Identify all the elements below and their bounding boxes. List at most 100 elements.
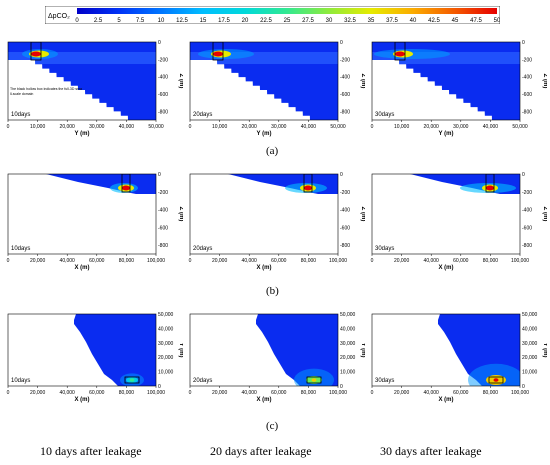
y-tick-label: -200 bbox=[522, 190, 532, 196]
y-tick-label: -600 bbox=[522, 225, 532, 231]
panel-svg: The black hollow box indicates the full-… bbox=[7, 40, 184, 137]
plot-frame bbox=[371, 173, 521, 255]
panel-svg: 0 20,000 40,000 60,000 80,000 100,000 X (m) 0 -2… bbox=[189, 172, 366, 271]
plot-area bbox=[190, 42, 338, 120]
x-tick-label: 20,000 bbox=[30, 258, 46, 264]
x-tick-label: 0 bbox=[189, 258, 192, 264]
x-tick-label: 40,000 bbox=[424, 390, 440, 396]
x-tick-label: 60,000 bbox=[453, 258, 469, 264]
x-tick-label: 40,000 bbox=[242, 258, 258, 264]
x-tick-label: 20,000 bbox=[242, 124, 258, 130]
y-tick-label: 50,000 bbox=[158, 312, 174, 318]
y-tick-label: -600 bbox=[158, 92, 168, 98]
colorbar-tick: 12.5 bbox=[176, 18, 188, 24]
y-tick-label: 50,000 bbox=[522, 312, 538, 318]
plume-core bbox=[129, 378, 135, 382]
y-tick-label: 40,000 bbox=[158, 326, 174, 332]
y-tick-label: -800 bbox=[158, 109, 168, 115]
plot-frame bbox=[189, 41, 339, 121]
plume-outer bbox=[468, 363, 520, 386]
y-tick-label: -600 bbox=[158, 225, 168, 231]
y-tick-label: -200 bbox=[158, 57, 168, 63]
day-annotation: 20days bbox=[193, 378, 212, 384]
x-tick-label: 60,000 bbox=[271, 390, 287, 396]
day-annotation: 30days bbox=[375, 112, 394, 118]
x-tick-label: 0 bbox=[189, 390, 192, 396]
x-tick-label: 20,000 bbox=[424, 124, 440, 130]
y-tick-label: 0 bbox=[340, 40, 343, 46]
x-tick-label: 0 bbox=[371, 390, 374, 396]
plot-frame bbox=[189, 173, 339, 255]
x-tick-label: 10,000 bbox=[394, 124, 410, 130]
plume-core bbox=[493, 378, 499, 382]
y-axis-label: Z (m) bbox=[360, 74, 365, 89]
y-axis-label: Y (m) bbox=[178, 343, 183, 358]
panel-b-30days: 0 20,000 40,000 60,000 80,000 100,000 X (m) 0 -2… bbox=[364, 170, 548, 275]
caption-20-days: 20 days after leakage bbox=[210, 444, 312, 458]
x-tick-label: 80,000 bbox=[119, 258, 135, 264]
panel-c-20days: 0 20,000 40,000 60,000 80,000 100,000 X (m) 50,… bbox=[182, 310, 366, 413]
y-tick-label: -600 bbox=[340, 225, 350, 231]
x-tick-label: 50,000 bbox=[512, 124, 528, 130]
y-tick-label: 0 bbox=[340, 172, 343, 178]
x-tick-label: 30,000 bbox=[271, 124, 287, 130]
colorbar-tick: 50 bbox=[494, 18, 500, 24]
x-tick-label: 20,000 bbox=[30, 390, 46, 396]
y-tick-label: -400 bbox=[340, 208, 350, 214]
y-tick-label: 0 bbox=[522, 40, 525, 46]
domain-box bbox=[303, 174, 313, 193]
x-tick-label: 0 bbox=[371, 124, 374, 130]
colorbar-tick: 7.5 bbox=[136, 18, 145, 24]
domain-box bbox=[394, 42, 406, 61]
x-tick-label: 0 bbox=[7, 258, 10, 264]
x-tick-label: 0 bbox=[371, 258, 374, 264]
x-tick-label: 100,000 bbox=[511, 258, 529, 264]
y-axis-label: Z (m) bbox=[360, 207, 365, 222]
x-axis-label: X (m) bbox=[439, 397, 454, 403]
x-axis-label: Y (m) bbox=[75, 131, 90, 137]
colorbar-gradient bbox=[77, 8, 497, 14]
x-tick-label: 50,000 bbox=[330, 124, 346, 130]
panel-a-30days: 0 10,000 20,000 30,000 40,000 50,000 Y (m) 0 -20… bbox=[364, 38, 548, 138]
x-tick-label: 0 bbox=[7, 124, 10, 130]
y-tick-label: -800 bbox=[522, 109, 532, 115]
y-tick-label: -800 bbox=[340, 243, 350, 249]
x-tick-label: 40,000 bbox=[119, 124, 135, 130]
x-tick-label: 80,000 bbox=[301, 258, 317, 264]
plot-area bbox=[372, 174, 520, 254]
x-tick-label: 80,000 bbox=[483, 390, 499, 396]
day-annotation: 20days bbox=[193, 112, 212, 118]
y-tick-label: -800 bbox=[158, 243, 168, 249]
plot-area bbox=[372, 314, 520, 386]
domain-box bbox=[488, 376, 504, 384]
y-tick-label: -400 bbox=[158, 208, 168, 214]
caption-10-days: 10 days after leakage bbox=[40, 444, 142, 458]
day-annotation: 30days bbox=[375, 246, 394, 252]
seabed bbox=[8, 60, 156, 120]
y-tick-label: -200 bbox=[522, 57, 532, 63]
x-tick-label: 40,000 bbox=[301, 124, 317, 130]
panel-label-a: (a) bbox=[266, 145, 279, 157]
y-tick-label: 30,000 bbox=[340, 341, 356, 347]
x-axis-label: X (m) bbox=[75, 265, 90, 271]
panel-c-30days: 0 20,000 40,000 60,000 80,000 100,000 X (m) 50,… bbox=[364, 310, 548, 413]
x-axis-label: X (m) bbox=[257, 265, 272, 271]
plot-frame bbox=[7, 41, 157, 121]
x-tick-label: 40,000 bbox=[60, 390, 76, 396]
domain-box bbox=[485, 174, 495, 193]
day-annotation: 20days bbox=[193, 246, 212, 252]
panel-a-20days: 0 10,000 20,000 30,000 40,000 50,000 Y (m) 0 -20… bbox=[182, 38, 366, 138]
x-tick-label: 100,000 bbox=[511, 390, 529, 396]
y-tick-label: -400 bbox=[158, 75, 168, 81]
panel-svg: 0 10,000 20,000 30,000 40,000 50,000 Y (m) 0 -20… bbox=[189, 40, 366, 137]
x-tick-label: 30,000 bbox=[453, 124, 469, 130]
colorbar-tick: 10 bbox=[158, 18, 165, 24]
x-tick-label: 100,000 bbox=[147, 390, 165, 396]
plot-area bbox=[8, 42, 156, 120]
panel-b-10days: 0 20,000 40,000 60,000 80,000 100,000 X (m) 0 -2… bbox=[0, 170, 184, 275]
x-tick-label: 20,000 bbox=[394, 258, 410, 264]
y-tick-label: 0 bbox=[522, 172, 525, 178]
domain-box bbox=[212, 42, 224, 61]
x-tick-label: 40,000 bbox=[242, 390, 258, 396]
y-tick-label: 10,000 bbox=[522, 370, 538, 376]
